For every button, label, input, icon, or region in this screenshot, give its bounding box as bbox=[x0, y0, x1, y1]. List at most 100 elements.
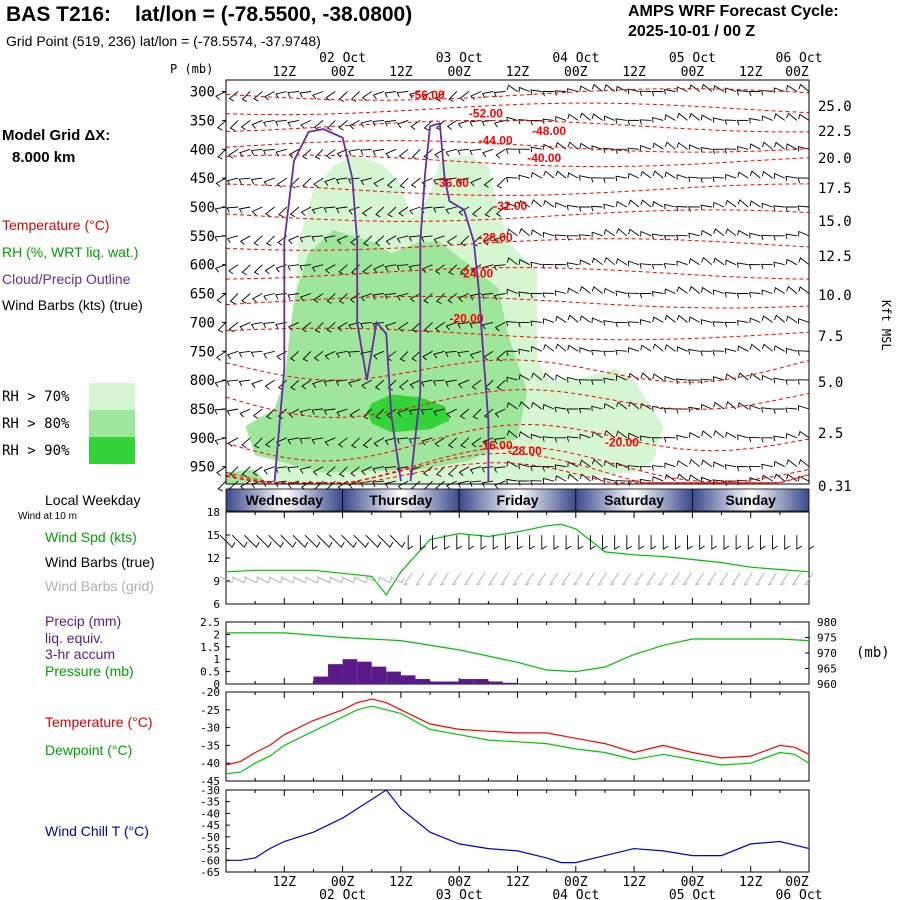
wind-barb bbox=[300, 119, 312, 129]
wind-barb bbox=[628, 199, 640, 208]
wind-barb-grid bbox=[439, 572, 449, 586]
wind-barb bbox=[360, 177, 372, 186]
top-date-label: 05 Oct bbox=[669, 51, 716, 66]
wind-barb bbox=[482, 437, 494, 446]
wind-barb bbox=[603, 115, 615, 122]
wind-barb bbox=[469, 321, 482, 329]
wind-barb-true bbox=[492, 535, 499, 550]
wind-barb bbox=[337, 322, 348, 332]
y-tick-label: 0 bbox=[213, 678, 220, 691]
wind-barb bbox=[457, 119, 470, 129]
wind-barb bbox=[216, 350, 227, 361]
top-date-label: 02 Oct bbox=[319, 51, 366, 66]
pressure-label: Pressure (mb) bbox=[45, 663, 134, 679]
wind-barb bbox=[773, 261, 785, 268]
temperature-contour-label: -32.00 bbox=[493, 199, 527, 213]
wind-barb bbox=[360, 321, 372, 329]
wind-barb bbox=[275, 119, 287, 127]
wind-barb bbox=[372, 119, 384, 127]
wind-barb bbox=[348, 148, 360, 156]
y-tick-label: 0.5 bbox=[200, 666, 220, 679]
wind-barb bbox=[725, 401, 737, 410]
wind-barb bbox=[408, 91, 421, 99]
wind-barb-field bbox=[214, 83, 810, 492]
wind-barb bbox=[736, 89, 749, 96]
wind-barb bbox=[785, 347, 798, 354]
wind-barb bbox=[652, 343, 664, 352]
wind-barb bbox=[410, 177, 421, 188]
y-tick-label: -45 bbox=[200, 775, 220, 788]
weekday-bar: Wednesday Thursday Friday Saturday Sunday bbox=[225, 488, 810, 512]
wind-barb bbox=[433, 206, 445, 213]
wind-barb bbox=[664, 344, 676, 352]
wind-barb bbox=[493, 119, 506, 128]
wind-barb bbox=[590, 177, 603, 183]
wind-barb-grid bbox=[536, 572, 547, 586]
wind-barb bbox=[483, 177, 494, 188]
wind-barb bbox=[688, 348, 700, 355]
wind-barb bbox=[350, 466, 360, 477]
wind-barb bbox=[240, 120, 251, 131]
height-tick-label: 2.5 bbox=[818, 426, 843, 442]
wind-barb bbox=[567, 113, 579, 121]
wind-barb bbox=[749, 143, 761, 150]
wind-barb bbox=[530, 89, 542, 95]
temperature-contour bbox=[225, 154, 810, 168]
wind-barb bbox=[603, 229, 615, 237]
wind-barb bbox=[736, 466, 749, 472]
wind-barb bbox=[725, 173, 737, 180]
wind-barb bbox=[761, 202, 773, 209]
grid-point-label: Grid Point (519, 236) lat/lon = (-78.557… bbox=[6, 33, 321, 49]
wind-barb bbox=[495, 206, 506, 217]
wind-barb bbox=[228, 148, 239, 159]
temperature-contour-label: -56.00 bbox=[411, 88, 445, 102]
pressure-tick-label: 850 bbox=[190, 402, 215, 418]
wind-barb bbox=[567, 88, 579, 94]
wind-barb bbox=[712, 176, 725, 183]
wind-speed-panel: 6 9 12 15 18 bbox=[207, 506, 815, 611]
wind-barb bbox=[420, 235, 433, 242]
wind-barb bbox=[798, 286, 810, 294]
y-tick-label: 1.5 bbox=[200, 641, 220, 654]
wind-barb bbox=[578, 234, 591, 240]
height-tick-label: 10.0 bbox=[818, 288, 852, 304]
wind-barb bbox=[700, 114, 713, 121]
pressure-tick-label: 550 bbox=[190, 229, 215, 245]
wind-barb-grid bbox=[353, 576, 369, 584]
wind-barb bbox=[737, 146, 749, 152]
wind-barb bbox=[494, 480, 506, 490]
wind-barb bbox=[651, 465, 664, 471]
wind-barb bbox=[446, 408, 458, 418]
wind-barb bbox=[399, 350, 409, 362]
precip-pressure-panel-frame bbox=[225, 621, 810, 685]
wind-barb-grid bbox=[268, 576, 284, 584]
wind-barb bbox=[408, 408, 421, 416]
model-grid-label: Model Grid ΔX: bbox=[2, 127, 110, 144]
wind-barb-true bbox=[662, 535, 669, 550]
wind-barb bbox=[287, 91, 299, 98]
wind-barb bbox=[701, 430, 713, 439]
wind-barb bbox=[469, 293, 482, 301]
wind-barb bbox=[300, 206, 312, 216]
wind-barb bbox=[567, 287, 579, 294]
y-tick-label: 18 bbox=[207, 506, 220, 519]
wind-barb bbox=[448, 264, 458, 276]
wind-barb bbox=[481, 264, 494, 272]
wind-barb bbox=[773, 205, 785, 211]
wind-barb bbox=[263, 293, 275, 301]
wind-barb bbox=[460, 235, 470, 247]
wind-barb bbox=[651, 437, 664, 443]
temperature-contour-label: -20.00 bbox=[449, 311, 483, 325]
cloud-outline-path bbox=[273, 128, 402, 482]
legend-temperature: Temperature (°C) bbox=[2, 217, 110, 233]
wind-barb bbox=[348, 206, 360, 215]
wind-barb-true bbox=[377, 534, 394, 548]
wind-barb bbox=[384, 321, 397, 331]
wind-barb-true bbox=[419, 535, 426, 550]
wind-barb bbox=[517, 321, 530, 328]
wind-barb bbox=[748, 292, 761, 298]
wind-barb bbox=[542, 436, 554, 442]
wind-barb-true bbox=[577, 535, 584, 550]
wind-barb bbox=[496, 379, 506, 391]
wind-barb bbox=[323, 408, 336, 415]
